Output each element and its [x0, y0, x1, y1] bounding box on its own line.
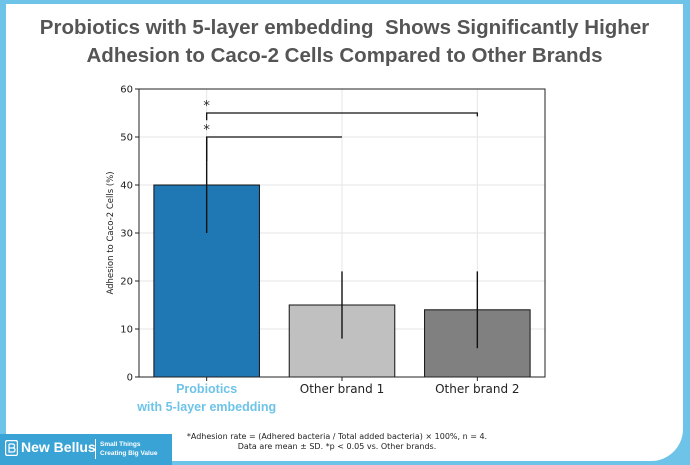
- y-tick-label: 20: [120, 277, 133, 288]
- slide-card: Probiotics with 5-layer embedding Shows …: [6, 4, 683, 461]
- tagline-line-1: Small Things: [100, 441, 141, 448]
- y-tick-label: 40: [120, 181, 133, 192]
- significance-label: *: [203, 123, 210, 138]
- footnote: *Adhesion rate = (Adhered bacteria / Tot…: [172, 432, 502, 452]
- brand-divider: [95, 439, 96, 459]
- significance-label: *: [203, 99, 210, 114]
- y-tick-label: 30: [120, 229, 133, 240]
- brand-name: New Bellus: [21, 439, 96, 455]
- significance-bracket: [206, 136, 342, 161]
- significance-bracket: [206, 112, 478, 121]
- y-tick-label: 60: [120, 85, 133, 96]
- title-line-2: Adhesion to Caco-2 Cells Compared to Oth…: [86, 44, 603, 67]
- footnote-line-1: *Adhesion rate = (Adhered bacteria / Tot…: [186, 432, 488, 441]
- x-tick-label: Other brand 2: [435, 382, 519, 396]
- x-tick-label-line: Other brand 1: [300, 382, 384, 396]
- x-tick-label: Other brand 1: [300, 382, 384, 396]
- tagline-line-2: Creating Big Value: [100, 450, 158, 457]
- page-title: Probiotics with 5-layer embedding Shows …: [6, 14, 683, 70]
- y-tick-label: 10: [120, 325, 133, 336]
- x-tick-label-line: Probiotics: [176, 382, 237, 396]
- x-tick-label-line: Other brand 2: [435, 382, 519, 396]
- x-tick-label-line: with 5-layer embedding: [136, 400, 276, 414]
- x-tick-label: Probiotics with 5-layer embedding: [136, 382, 276, 414]
- y-axis-label: Adhesion to Caco-2 Cells (%): [106, 171, 116, 294]
- title-line-1: Probiotics with 5-layer embedding Shows …: [39, 16, 650, 39]
- brand-tagline: Small Things Creating Big Value: [100, 440, 157, 458]
- y-tick-label: 50: [120, 133, 133, 144]
- footnote-line-2: Data are mean ± SD. *p < 0.05 vs. Other …: [237, 442, 437, 451]
- brand-logo: New Bellus Small Things Creating Big Val…: [0, 434, 172, 465]
- y-tick-label: 0: [127, 373, 133, 384]
- bellus-logo-icon: [5, 440, 18, 456]
